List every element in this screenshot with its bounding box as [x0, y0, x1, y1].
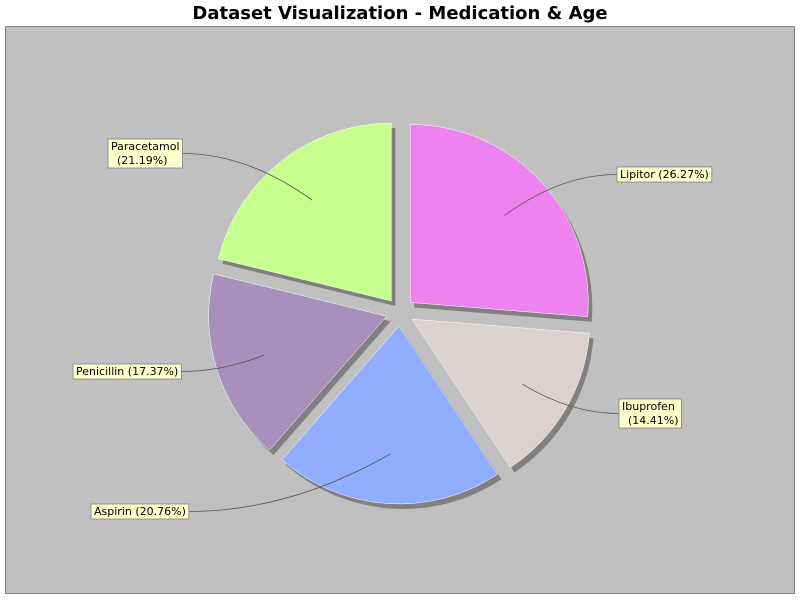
- pie-slice-paracetamol: [218, 122, 392, 302]
- slice-label-penicillin: Penicillin (17.37%): [76, 365, 178, 378]
- slice-label-aspirin: Aspirin (20.76%): [94, 505, 186, 518]
- pie-slice-ibuprofen: [411, 318, 590, 468]
- leader-line-paracetamol: [182, 153, 313, 201]
- pie-slice-penicillin: [208, 273, 388, 451]
- leader-line-penicillin: [181, 354, 265, 372]
- slice-label-box-aspirin: [90, 503, 190, 520]
- slice-labels: Lipitor (26.27%) Ibuprofen (14.41%) Aspirin…: [72, 138, 713, 520]
- pie-slice-aspirin: [281, 325, 498, 505]
- slice-label-box-paracetamol: [107, 138, 183, 169]
- slice-label-box-lipitor: [616, 166, 713, 183]
- slice-label-ibuprofen: Ibuprofen (14.41%): [622, 400, 679, 427]
- slice-label-paracetamol: Paracetamol (21.19%): [111, 140, 180, 167]
- slice-label-lipitor: Lipitor (26.27%): [620, 168, 709, 181]
- slice-label-box-penicillin: [72, 363, 182, 380]
- leader-line-aspirin: [188, 453, 391, 512]
- slice-label-box-ibuprofen: [618, 398, 682, 429]
- pie-slice-lipitor: [410, 124, 589, 317]
- slices: [208, 122, 590, 505]
- chart-title: Dataset Visualization - Medication & Age: [192, 3, 608, 24]
- leader-line-ibuprofen: [522, 383, 620, 414]
- leader-line-lipitor: [504, 174, 618, 216]
